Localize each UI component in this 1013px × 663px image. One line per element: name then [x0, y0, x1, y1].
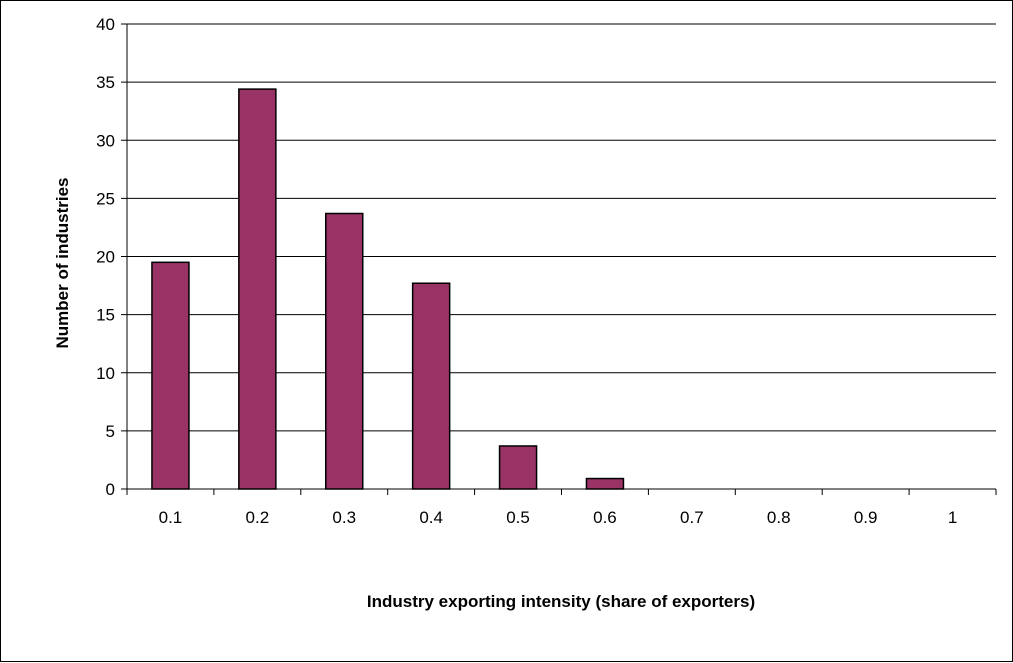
x-tick-label: 0.4 [419, 508, 443, 527]
bar-0.6 [585, 477, 625, 490]
x-tick-label: 0.3 [332, 508, 356, 527]
bar-0.5 [498, 445, 538, 490]
x-axis-title: Industry exporting intensity (share of e… [367, 592, 755, 611]
y-tick-label: 35 [96, 73, 115, 92]
x-tick-label: 0.9 [854, 508, 878, 527]
bar-0.2 [238, 88, 277, 490]
x-tick-label: 0.5 [506, 508, 530, 527]
x-tick-label: 0.8 [767, 508, 791, 527]
y-tick-label: 10 [96, 364, 115, 383]
bar-0.1 [151, 261, 190, 490]
x-tick-labels: 0.1 0.2 0.3 0.4 0.5 0.6 0.7 0.8 0.9 1 [159, 508, 958, 527]
x-tick-label: 0.7 [680, 508, 704, 527]
y-tick-label: 5 [106, 422, 115, 441]
bars [151, 88, 625, 490]
x-tick-label: 0.6 [593, 508, 617, 527]
y-tick-labels: 0 5 10 15 20 25 30 35 40 [96, 15, 115, 499]
bar-0.3 [325, 212, 364, 490]
y-tick-label: 25 [96, 189, 115, 208]
x-tick-label: 0.1 [159, 508, 183, 527]
y-tick-label: 40 [96, 15, 115, 34]
axes [121, 23, 997, 495]
x-tick-label: 1 [948, 508, 957, 527]
y-tick-label: 0 [106, 480, 115, 499]
y-tick-label: 20 [96, 248, 115, 267]
bar-0.4 [411, 282, 451, 490]
y-axis-title: Number of industries [53, 178, 72, 349]
y-tick-label: 30 [96, 131, 115, 150]
y-tick-label: 15 [96, 306, 115, 325]
x-tick-label: 0.2 [246, 508, 270, 527]
